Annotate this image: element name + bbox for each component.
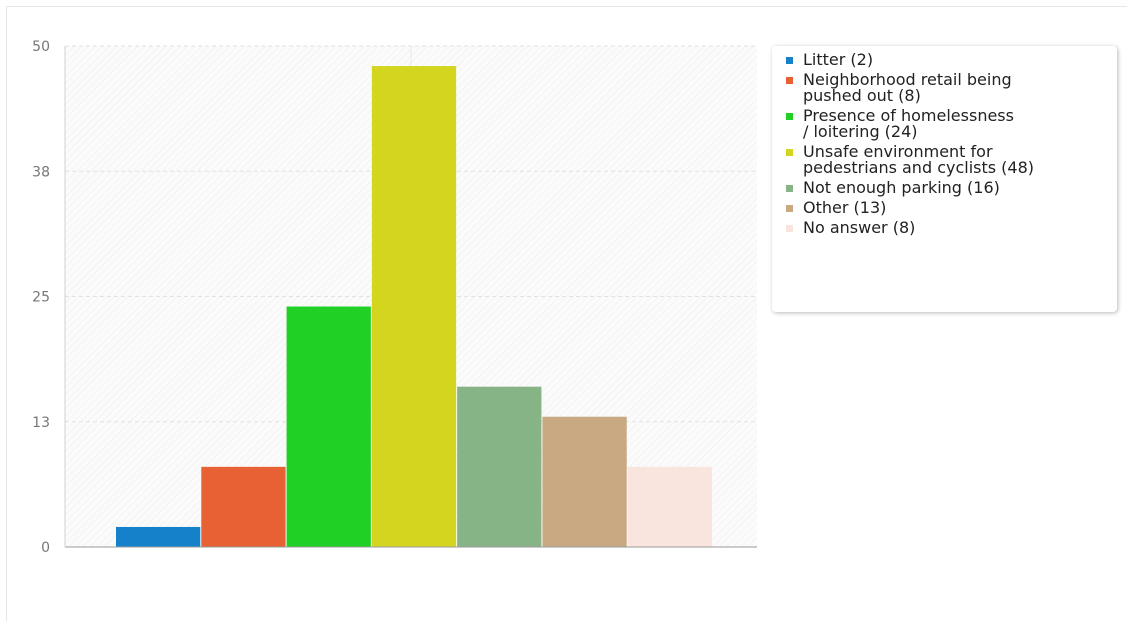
legend-item: Not enough parking (16)	[786, 180, 1111, 196]
legend-swatch-icon	[786, 225, 793, 232]
legend-swatch-icon	[786, 149, 793, 156]
legend-swatch-icon	[786, 185, 793, 192]
legend-item: Presence of homelessness / loitering (24…	[786, 108, 1111, 140]
axes	[64, 46, 757, 548]
legend-swatch-icon	[786, 57, 793, 64]
chart-frame	[6, 6, 1127, 621]
y-tick-label: 50	[32, 39, 50, 55]
legend-label: Other (13)	[803, 198, 887, 217]
bar	[457, 386, 542, 547]
bar-chart: 0 13 25 38 50	[32, 39, 757, 556]
bar	[201, 466, 286, 547]
legend-label: Neighborhood retail being pushed out (8)	[803, 70, 1012, 105]
legend-item: Litter (2)	[786, 52, 1111, 68]
y-tick-label: 13	[32, 415, 50, 431]
bar	[542, 416, 627, 547]
y-tick-label: 38	[32, 164, 50, 180]
legend-item: No answer (8)	[786, 220, 1111, 236]
chart-legend: Litter (2) Neighborhood retail being push…	[772, 46, 1117, 312]
bar	[116, 526, 201, 547]
bar	[371, 66, 457, 547]
legend-label: Litter (2)	[803, 50, 874, 69]
legend-item: Neighborhood retail being pushed out (8)	[786, 72, 1111, 104]
bar	[286, 306, 371, 547]
legend-swatch-icon	[786, 113, 793, 120]
y-axis-ticks: 0 13 25 38 50	[32, 39, 50, 556]
bars	[116, 66, 712, 547]
legend-item: Unsafe environment for pedestrians and c…	[786, 144, 1111, 176]
legend-label: No answer (8)	[803, 218, 916, 237]
legend-swatch-icon	[786, 205, 793, 212]
legend-item: Other (13)	[786, 200, 1111, 216]
legend-label: Presence of homelessness / loitering (24…	[803, 106, 1014, 141]
legend-label: Unsafe environment for pedestrians and c…	[803, 142, 1035, 177]
legend-label: Not enough parking (16)	[803, 178, 1000, 197]
bar	[627, 466, 712, 547]
y-tick-label: 25	[32, 290, 50, 306]
legend-swatch-icon	[786, 77, 793, 84]
y-tick-label: 0	[41, 540, 50, 556]
